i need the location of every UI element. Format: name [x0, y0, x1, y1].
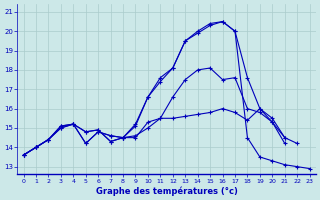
X-axis label: Graphe des températures (°c): Graphe des températures (°c) [96, 186, 237, 196]
